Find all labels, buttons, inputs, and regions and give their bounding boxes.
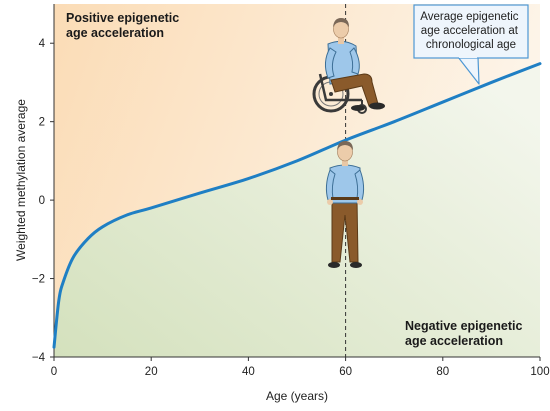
standing-person-icon	[325, 141, 365, 268]
negative-region	[54, 63, 540, 358]
y-tick-label: −2	[32, 274, 45, 286]
y-tick-label: 2	[39, 117, 45, 129]
y-axis-label: Weighted methylation average	[14, 99, 28, 261]
y-tick-label: −4	[32, 352, 46, 364]
x-tick-label: 80	[436, 366, 449, 378]
y-tick-label: 4	[39, 38, 46, 50]
person-in-wheelchair-icon	[312, 18, 385, 114]
x-tick-label: 40	[242, 366, 255, 378]
x-tick-label: 100	[530, 366, 549, 378]
y-tick-label: 0	[39, 195, 45, 207]
series-line	[52, 62, 542, 349]
x-tick-label: 20	[145, 366, 158, 378]
callout-text: Average epigenetic age acceleration at c…	[420, 11, 521, 51]
positive-region	[54, 4, 540, 348]
x-axis-label: Age (years)	[266, 389, 328, 403]
x-tick-label: 60	[339, 366, 352, 378]
positive-acceleration-label: Positive epigenetic age acceleration	[66, 11, 183, 40]
negative-acceleration-label: Negative epigenetic age acceleration	[405, 319, 526, 348]
x-tick-label: 0	[51, 366, 57, 378]
callout: Average epigenetic age acceleration at c…	[413, 4, 529, 85]
